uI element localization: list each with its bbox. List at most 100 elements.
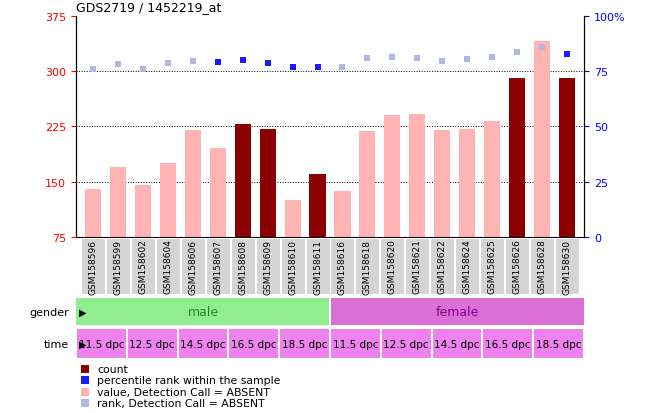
Text: GSM158611: GSM158611 [313,239,322,294]
Bar [384,116,401,237]
Point [312,64,323,71]
Point [537,45,547,52]
FancyBboxPatch shape [280,330,329,358]
FancyBboxPatch shape [77,299,329,325]
Text: value, Detection Call = ABSENT: value, Detection Call = ABSENT [97,387,270,397]
Bar [110,168,126,237]
Bar [434,131,450,237]
Text: ▶: ▶ [79,307,86,317]
Text: time: time [44,339,69,349]
Text: GSM158604: GSM158604 [164,239,172,294]
Text: 18.5 dpc: 18.5 dpc [536,339,581,349]
Text: 12.5 dpc: 12.5 dpc [129,339,175,349]
FancyBboxPatch shape [77,330,125,358]
Point [138,67,148,74]
FancyBboxPatch shape [128,330,176,358]
FancyBboxPatch shape [505,238,529,295]
FancyBboxPatch shape [306,238,329,295]
Text: 14.5 dpc: 14.5 dpc [180,339,226,349]
FancyBboxPatch shape [380,238,404,295]
Point [80,377,90,384]
Point [238,57,248,64]
Text: 11.5 dpc: 11.5 dpc [333,339,378,349]
Point [462,57,473,63]
Text: percentile rank within the sample: percentile rank within the sample [97,375,280,385]
Bar [484,122,500,237]
Bar [259,129,276,237]
FancyBboxPatch shape [455,238,479,295]
Text: GSM158608: GSM158608 [238,239,248,294]
Point [512,50,522,57]
Bar [310,175,325,237]
Text: GSM158602: GSM158602 [139,239,148,294]
Point [337,65,348,71]
FancyBboxPatch shape [535,330,583,358]
Point [437,58,447,65]
Text: GSM158607: GSM158607 [213,239,222,294]
Point [187,59,198,66]
Text: GDS2719 / 1452219_at: GDS2719 / 1452219_at [76,1,221,14]
FancyBboxPatch shape [433,330,481,358]
Text: female: female [436,305,478,318]
Text: 14.5 dpc: 14.5 dpc [434,339,480,349]
FancyBboxPatch shape [231,238,255,295]
Text: GSM158624: GSM158624 [463,239,471,294]
Point [263,60,273,67]
FancyBboxPatch shape [280,238,305,295]
Bar [85,190,102,237]
FancyBboxPatch shape [405,238,429,295]
Text: GSM158625: GSM158625 [488,239,496,294]
Point [80,400,90,406]
Bar [359,132,376,237]
Point [387,55,397,61]
Text: 12.5 dpc: 12.5 dpc [383,339,429,349]
FancyBboxPatch shape [554,238,579,295]
Bar [135,186,151,237]
Point [213,59,223,66]
Text: GSM158609: GSM158609 [263,239,272,294]
FancyBboxPatch shape [179,330,227,358]
Point [113,61,123,68]
Point [486,55,497,61]
Text: GSM158616: GSM158616 [338,239,347,294]
FancyBboxPatch shape [106,238,130,295]
FancyBboxPatch shape [530,238,554,295]
Text: GSM158620: GSM158620 [388,239,397,294]
Bar [284,201,301,237]
Bar [509,79,525,237]
Bar [409,114,425,237]
FancyBboxPatch shape [230,330,278,358]
Text: GSM158610: GSM158610 [288,239,297,294]
Text: GSM158599: GSM158599 [114,239,123,294]
Text: gender: gender [30,307,69,317]
Text: GSM158630: GSM158630 [562,239,571,294]
Point [362,56,373,62]
Text: 11.5 dpc: 11.5 dpc [79,339,124,349]
FancyBboxPatch shape [156,238,180,295]
FancyBboxPatch shape [331,330,379,358]
FancyBboxPatch shape [331,238,354,295]
Point [80,389,90,395]
Text: male: male [187,305,218,318]
Point [562,52,572,58]
FancyBboxPatch shape [331,299,583,325]
Bar [534,42,550,237]
Text: 16.5 dpc: 16.5 dpc [231,339,277,349]
FancyBboxPatch shape [430,238,454,295]
Text: GSM158606: GSM158606 [189,239,197,294]
FancyBboxPatch shape [181,238,205,295]
Text: GSM158626: GSM158626 [512,239,521,294]
FancyBboxPatch shape [256,238,280,295]
Point [163,60,174,67]
Text: ▶: ▶ [79,339,86,349]
FancyBboxPatch shape [131,238,155,295]
Bar [459,129,475,237]
Point [88,66,98,73]
Point [412,56,422,62]
Bar [558,79,575,237]
FancyBboxPatch shape [480,238,504,295]
Point [287,65,298,71]
FancyBboxPatch shape [382,330,430,358]
Text: 18.5 dpc: 18.5 dpc [282,339,327,349]
Bar [160,164,176,237]
